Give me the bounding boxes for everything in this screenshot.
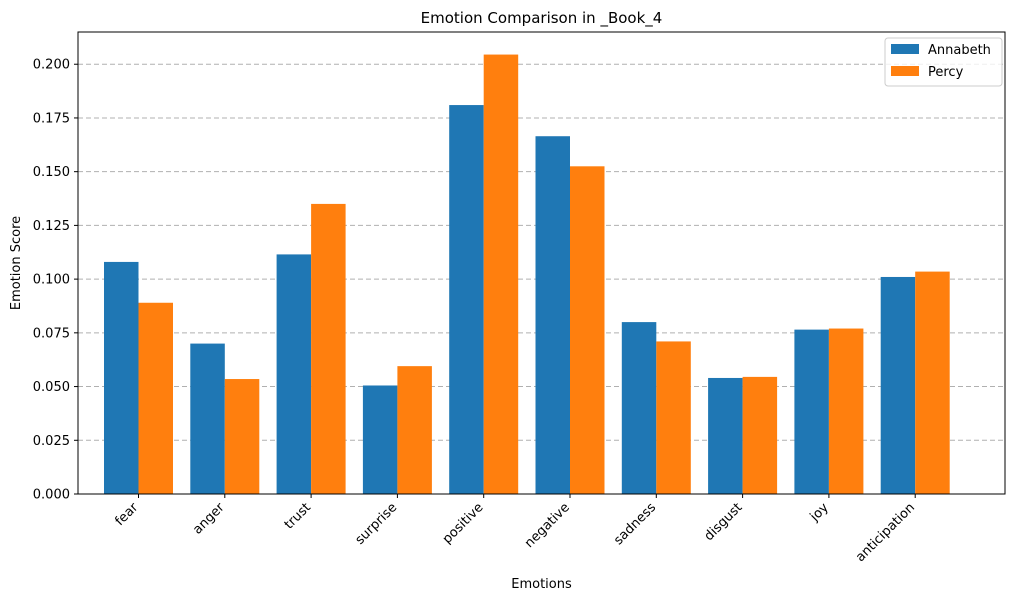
y-tick-label: 0.075 — [33, 326, 70, 341]
bar-percy-fear — [138, 302, 173, 494]
x-axis: fear anger trust surprise positive negative sa… — [112, 494, 918, 565]
bar-percy-trust — [311, 203, 346, 494]
y-tick-label: 0.100 — [33, 273, 70, 288]
chart-title: Emotion Comparison in _Book_4 — [421, 9, 663, 28]
bar-annabeth-surprise — [362, 385, 398, 494]
bar-annabeth-anger — [190, 343, 225, 494]
legend-label-percy: Percy — [928, 65, 964, 80]
x-tick-label-negative: negative — [522, 500, 573, 551]
y-tick-label: 0.125 — [33, 219, 70, 234]
x-tick-label-disgust: disgust — [702, 500, 746, 544]
bar-annabeth-sadness — [621, 322, 657, 494]
plot-frame — [77, 31, 1006, 495]
bar-percy-anger — [224, 379, 260, 494]
bar-percy-joy — [828, 328, 864, 494]
bar-percy-positive — [483, 54, 519, 494]
bars — [104, 54, 950, 495]
y-tick-label: 0.150 — [33, 165, 70, 180]
y-tick-label: 0.000 — [33, 488, 70, 503]
bar-annabeth-trust — [276, 254, 312, 494]
y-tick-label: 0.025 — [33, 434, 70, 449]
x-tick-label-trust: trust — [282, 500, 314, 532]
bar-annabeth-anticipation — [880, 276, 916, 494]
legend-swatch-percy — [891, 66, 919, 76]
x-tick-label-anger: anger — [190, 500, 228, 538]
bar-annabeth-positive — [449, 105, 484, 495]
bar-percy-negative — [570, 166, 605, 495]
x-tick-label-surprise: surprise — [353, 500, 401, 548]
bar-percy-sadness — [656, 341, 691, 494]
bar-percy-anticipation — [915, 271, 950, 494]
x-axis-title: Emotions — [511, 577, 572, 592]
bar-annabeth-fear — [104, 261, 139, 494]
bar-annabeth-disgust — [708, 377, 743, 494]
y-tick-label: 0.050 — [33, 380, 70, 395]
x-tick-label-positive: positive — [440, 500, 487, 547]
y-axis-title: Emotion Score — [9, 216, 24, 310]
bar-percy-disgust — [742, 376, 778, 494]
y-tick-label: 0.175 — [33, 111, 70, 126]
legend: Annabeth Percy — [884, 37, 1003, 87]
legend-swatch-annabeth — [891, 44, 919, 54]
bar-annabeth-joy — [794, 329, 829, 494]
y-tick-label: 0.200 — [33, 58, 70, 73]
bar-percy-surprise — [397, 366, 432, 494]
x-tick-label-fear: fear — [112, 500, 141, 529]
legend-label-annabeth: Annabeth — [928, 43, 991, 58]
bar-annabeth-negative — [535, 136, 570, 494]
x-tick-label-anticipation: anticipation — [853, 500, 918, 565]
y-axis: 0.000 0.025 0.050 0.075 0.100 0.125 0.150 0.175… — [33, 58, 78, 503]
x-tick-label-sadness: sadness — [611, 500, 659, 548]
x-tick-label-joy: joy — [807, 500, 832, 525]
